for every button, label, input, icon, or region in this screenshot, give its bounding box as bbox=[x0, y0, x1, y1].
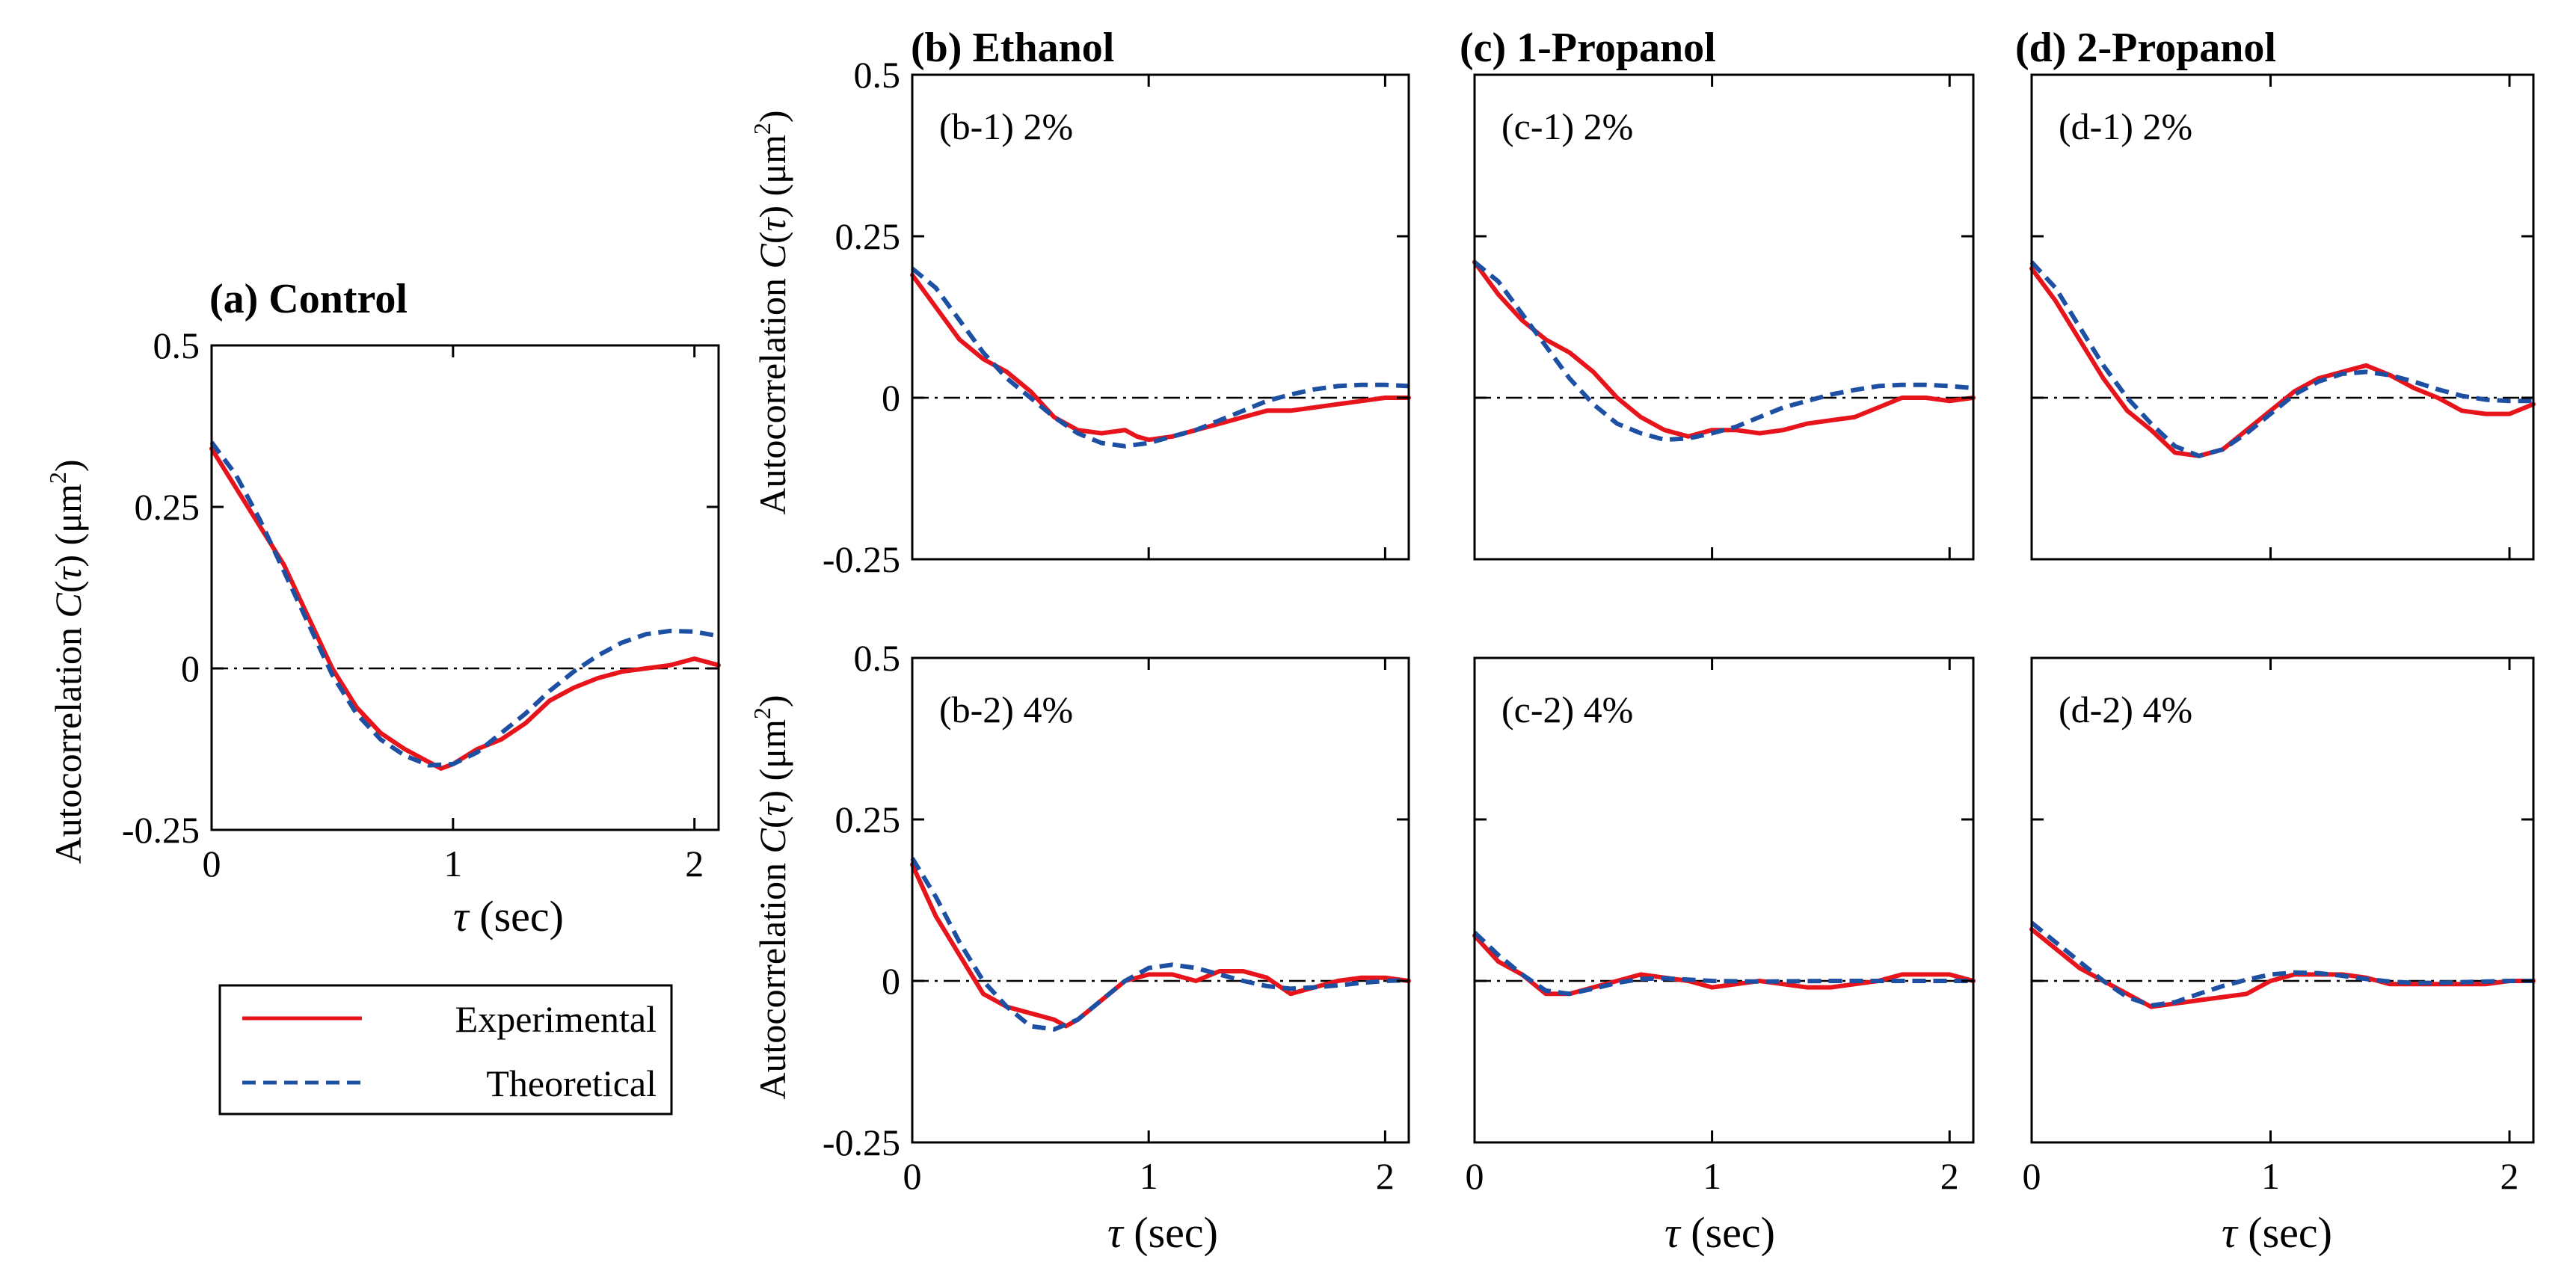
xlabel-panel-a: τ (sec) bbox=[453, 892, 564, 941]
series-theoretical-d1 bbox=[2029, 260, 2533, 458]
panel-label-c2: (c-2) 4% bbox=[1501, 689, 1633, 730]
series-theoretical-b1 bbox=[911, 266, 1410, 449]
xtick-label-a: 1 bbox=[443, 843, 462, 884]
series-experimental-b2 bbox=[910, 862, 1411, 1029]
panel-label-d2: (d-2) 4% bbox=[2059, 689, 2192, 730]
panel-label-b1: (b-1) 2% bbox=[939, 105, 1073, 147]
panel-c2-1-propanol-4pct: 0 1 2 (c-2) 4% bbox=[1466, 656, 1976, 1197]
ylabel-panel-b1: Autocorrelation C(τ) (μm2) bbox=[748, 110, 793, 514]
legend-box bbox=[218, 984, 673, 1115]
series-experimental-c2 bbox=[1472, 933, 1976, 997]
panel-d1-2-propanol-2pct: (d-1) 2% bbox=[2029, 73, 2536, 561]
panel-label-b2: (b-2) 4% bbox=[939, 689, 1073, 730]
axes-frame-a bbox=[210, 344, 720, 831]
panel-d2-2-propanol-4pct: 0 1 2 (d-2) 4% bbox=[2023, 656, 2536, 1197]
panel-label-c1: (c-1) 2% bbox=[1501, 105, 1633, 147]
xtick-label-d2: 2 bbox=[2500, 1155, 2519, 1197]
ytick-label-b2: 0.25 bbox=[835, 798, 901, 840]
axes-frame-b1 bbox=[911, 73, 1410, 561]
ytick-label-b2: 0.5 bbox=[854, 637, 901, 679]
xtick-label-c2: 1 bbox=[1703, 1155, 1721, 1197]
axes-frame-d1 bbox=[2030, 73, 2535, 561]
title-1-propanol: (c) 1-Propanol bbox=[1460, 25, 1716, 71]
ytick-label-b2: -0.25 bbox=[823, 1121, 900, 1163]
series-experimental-d2 bbox=[2029, 926, 2536, 1009]
ytick-label-a: -0.25 bbox=[122, 809, 200, 851]
series-theoretical-a bbox=[209, 440, 719, 768]
series-theoretical-c2 bbox=[1472, 931, 1973, 997]
series-experimental-a bbox=[209, 446, 721, 771]
series-experimental-d1 bbox=[2029, 266, 2536, 458]
xlabel-panel-b2: τ (sec) bbox=[1107, 1208, 1218, 1257]
legend-label-theoretical: Theoretical bbox=[486, 1062, 657, 1104]
xlabel-panel-c2: τ (sec) bbox=[1664, 1208, 1775, 1257]
ytick-label-b1: 0 bbox=[882, 377, 900, 419]
axes-frame-c1 bbox=[1473, 73, 1975, 561]
xlabel-panel-d2: τ (sec) bbox=[2222, 1208, 2332, 1257]
series-theoretical-d2 bbox=[2030, 920, 2533, 1008]
ytick-label-a: 0.5 bbox=[153, 324, 200, 366]
xtick-label-b2: 0 bbox=[903, 1155, 922, 1197]
ytick-label-a: 0 bbox=[181, 647, 200, 689]
legend-label-experimental: Experimental bbox=[455, 998, 657, 1040]
ytick-label-b2: 0 bbox=[882, 960, 900, 1002]
title-2-propanol: (d) 2-Propanol bbox=[2015, 25, 2276, 71]
svg-text:Autocorrelation C(τ) (μm2): Autocorrelation C(τ) (μm2) bbox=[44, 459, 89, 864]
ytick-label-a: 0.25 bbox=[135, 486, 200, 528]
panel-b1-ethanol-2pct: -0.25 0 0.25 0.5 (b-1) 2% bbox=[823, 54, 1411, 580]
ylabel-panel-b2: Autocorrelation C(τ) (μm2) bbox=[748, 695, 793, 1099]
title-ethanol: (b) Ethanol bbox=[911, 25, 1114, 71]
ylabel-panel-a: Autocorrelation C(τ) (μm2) bbox=[44, 459, 89, 864]
title-control: (a) Control bbox=[209, 276, 408, 322]
xtick-label-c2: 0 bbox=[1466, 1155, 1484, 1197]
xtick-label-d2: 0 bbox=[2023, 1155, 2041, 1197]
svg-text:Autocorrelation C(τ) (μm2): Autocorrelation C(τ) (μm2) bbox=[748, 110, 793, 514]
legend: Experimental Theoretical bbox=[218, 984, 673, 1115]
panel-c1-1-propanol-2pct: (c-1) 2% bbox=[1472, 73, 1976, 561]
series-theoretical-c1 bbox=[1473, 260, 1974, 443]
xtick-label-d2: 1 bbox=[2261, 1155, 2280, 1197]
xtick-label-b2: 2 bbox=[1376, 1155, 1395, 1197]
xtick-label-a: 2 bbox=[685, 843, 704, 884]
axes-frame-c2 bbox=[1473, 656, 1975, 1144]
xtick-label-a: 0 bbox=[203, 843, 221, 884]
svg-text:Autocorrelation C(τ) (μm2): Autocorrelation C(τ) (μm2) bbox=[748, 695, 793, 1099]
axes-frame-d2 bbox=[2030, 656, 2535, 1144]
panel-label-d1: (d-1) 2% bbox=[2059, 105, 2192, 147]
ytick-label-b1: 0.5 bbox=[854, 54, 901, 96]
xtick-label-b2: 1 bbox=[1140, 1155, 1158, 1197]
ytick-label-b1: 0.25 bbox=[835, 215, 901, 257]
xtick-label-c2: 2 bbox=[1940, 1155, 1959, 1197]
ytick-label-b1: -0.25 bbox=[823, 538, 900, 580]
series-theoretical-b2 bbox=[910, 857, 1410, 1032]
axes-frame-b2 bbox=[911, 656, 1410, 1144]
